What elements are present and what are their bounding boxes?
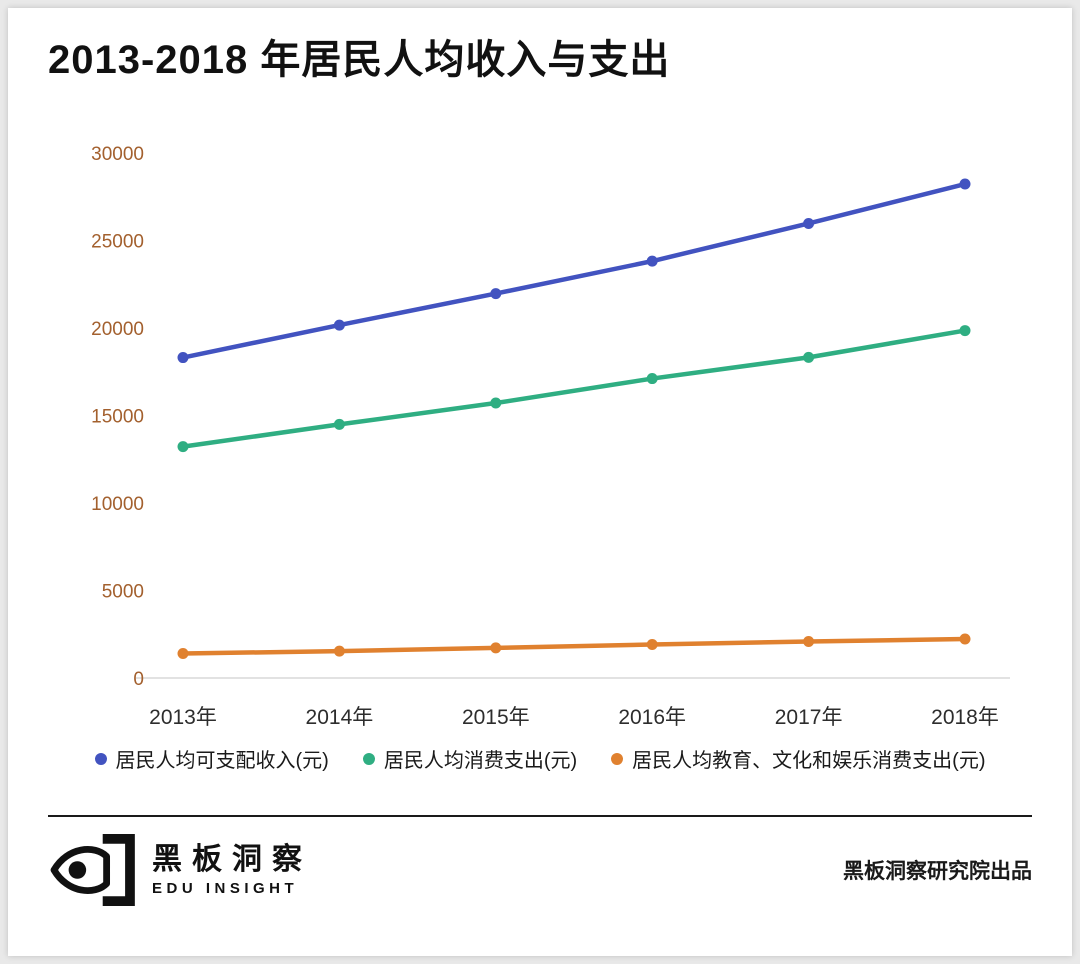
legend-dot-icon	[362, 752, 375, 765]
y-tick-label: 20000	[91, 319, 144, 340]
y-tick-label: 5000	[102, 582, 144, 603]
data-point	[959, 325, 971, 337]
chart-legend: 居民人均可支配收入(元) 居民人均消费支出(元) 居民人均教育、文化和娱乐消费支…	[48, 744, 1032, 773]
series-line	[180, 328, 968, 449]
data-point	[177, 441, 189, 453]
legend-item-education: 居民人均教育、文化和娱乐消费支出(元)	[611, 744, 985, 773]
legend-label: 居民人均可支配收入(元)	[115, 750, 329, 772]
brand-name: 黑板洞察	[152, 842, 312, 876]
legend-label: 居民人均消费支出(元)	[383, 750, 578, 772]
legend-item-disposable-income: 居民人均可支配收入(元)	[94, 744, 329, 773]
data-point	[803, 351, 815, 363]
y-tick-label: 10000	[91, 494, 144, 515]
y-tick-label: 15000	[91, 407, 144, 428]
x-tick-label: 2014年	[306, 706, 374, 729]
y-tick-label: 30000	[91, 144, 144, 165]
series-line	[180, 636, 968, 656]
data-point	[490, 642, 502, 654]
line-chart: 0 5000 10000 15000 20000 25000 30000 2013年 2014年…	[91, 144, 1010, 729]
data-point	[646, 255, 658, 267]
chart-title: 2013-2018 年居民人均收入与支出	[48, 38, 671, 82]
data-point	[333, 319, 345, 331]
eye-logo-icon	[50, 833, 135, 907]
data-point	[959, 178, 971, 190]
data-point	[803, 635, 815, 647]
brand-text: 黑板洞察 EDU INSIGHT	[152, 843, 312, 898]
legend-dot-icon	[611, 752, 624, 765]
x-tick-label: 2018年	[931, 706, 999, 729]
brand-subtitle: EDU INSIGHT	[152, 880, 299, 898]
chart-area: 0 5000 10000 15000 20000 25000 30000 2013年 2014年…	[48, 118, 1032, 738]
data-point	[333, 418, 345, 430]
legend-dot-icon	[94, 752, 107, 765]
data-point	[959, 633, 971, 645]
legend-item-consumption: 居民人均消费支出(元)	[362, 744, 578, 773]
data-point	[333, 645, 345, 657]
data-point	[646, 373, 658, 385]
x-tick-label: 2015年	[462, 706, 530, 729]
x-tick-label: 2017年	[775, 706, 843, 729]
y-tick-label: 0	[133, 669, 144, 690]
credit-text: 黑板洞察研究院出品	[843, 860, 1032, 883]
y-tick-label: 25000	[91, 232, 144, 253]
x-tick-label: 2013年	[149, 706, 217, 729]
footer-divider	[48, 815, 1032, 817]
brand: 黑板洞察 EDU INSIGHT	[48, 833, 312, 907]
legend-label: 居民人均教育、文化和娱乐消费支出(元)	[632, 750, 986, 772]
series-line	[180, 181, 968, 360]
x-tick-label: 2016年	[618, 706, 686, 729]
chart-card: 2013-2018 年居民人均收入与支出 0 5000 10000 15000 2000…	[8, 8, 1072, 956]
data-point	[490, 397, 502, 409]
footer: 黑板洞察 EDU INSIGHT 黑板洞察研究院出品	[48, 833, 1032, 907]
data-point	[177, 352, 189, 364]
data-point	[177, 648, 189, 660]
data-point	[490, 288, 502, 300]
data-point	[646, 638, 658, 650]
data-point	[803, 217, 815, 229]
